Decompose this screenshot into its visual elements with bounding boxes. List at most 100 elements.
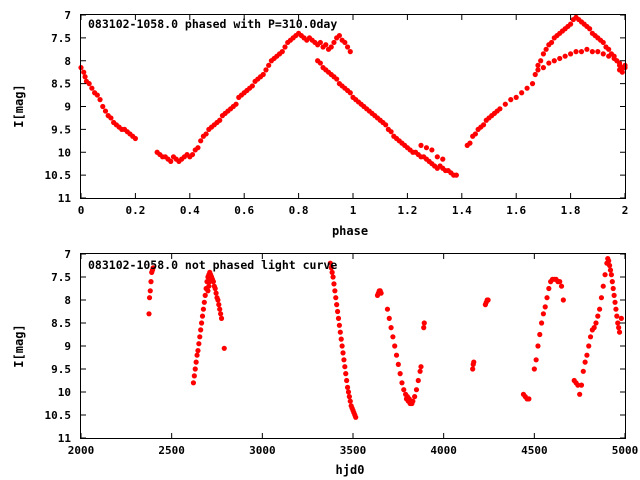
unphased-data-point <box>557 279 563 285</box>
phased-data-point <box>513 94 519 100</box>
unphased-data-point <box>399 380 405 386</box>
phased-data-point <box>568 21 574 27</box>
phased-y-tick-label: 7.5 <box>51 32 71 45</box>
unphased-data-point <box>386 315 392 321</box>
unphased-data-point <box>347 398 353 404</box>
phased-x-tick-label: 0 <box>78 204 85 217</box>
unphased-y-tick-label: 8 <box>64 294 71 307</box>
unphased-data-point <box>206 283 212 289</box>
unphased-data-point <box>401 387 407 393</box>
phased-data-point <box>383 122 389 128</box>
phased-data-point <box>97 97 103 103</box>
unphased-data-point <box>540 311 547 317</box>
phased-data-point <box>497 106 503 112</box>
unphased-data-point <box>197 334 203 340</box>
unphased-data-point <box>417 368 423 374</box>
phased-data-point <box>508 97 514 103</box>
unphased-data-point <box>148 279 154 285</box>
phased-y-tick-label: 10 <box>58 146 71 159</box>
unphased-y-tick-label: 8.5 <box>51 317 71 330</box>
phased-data-point <box>81 69 87 75</box>
unphased-data-point <box>338 336 344 342</box>
unphased-data-point <box>334 302 340 308</box>
phased-data-point <box>453 172 459 178</box>
unphased-data-point <box>615 320 621 326</box>
unphased-data-point <box>343 371 349 377</box>
phased-data-point <box>472 131 478 137</box>
phased-data-point <box>573 49 579 55</box>
unphased-data-point <box>193 359 199 365</box>
phased-data-point <box>282 44 288 50</box>
unphased-data-point <box>418 364 424 370</box>
unphased-data-point <box>616 329 623 335</box>
unphased-data-point <box>612 299 618 305</box>
unphased-data-point <box>578 382 585 388</box>
phased-data-point <box>323 42 329 48</box>
phased-data-point <box>587 26 593 32</box>
unphased-data-point <box>190 380 197 386</box>
phased-data-point <box>600 51 606 57</box>
phased-y-tick-label: 10.5 <box>45 169 72 182</box>
phased-data-point <box>616 67 623 73</box>
phased-data-point <box>519 90 525 96</box>
unphased-y-tick-label: 9.5 <box>51 363 71 376</box>
phased-data-point <box>82 74 88 80</box>
phased-data-point <box>217 117 223 123</box>
unphased-plot-frame <box>80 253 626 439</box>
unphased-data-point <box>146 295 153 301</box>
unphased-data-point <box>586 343 592 349</box>
phased-data-point <box>263 67 269 73</box>
phased-data-point <box>606 53 612 59</box>
unphased-data-point <box>600 283 606 289</box>
phased-x-tick-label: 1.2 <box>397 204 417 217</box>
phased-y-axis-label: I[mag] <box>12 84 26 127</box>
phased-data-point <box>600 39 606 46</box>
unphased-data-point <box>537 331 543 338</box>
phased-data-point <box>606 46 612 52</box>
unphased-data-point <box>577 391 583 397</box>
unphased-data-point <box>330 274 336 280</box>
unphased-data-point <box>595 313 601 319</box>
phased-x-tick-label: 0.4 <box>180 204 200 217</box>
phased-data-point <box>331 39 337 46</box>
unphased-data-point <box>210 279 216 285</box>
phased-data-point <box>132 135 138 142</box>
phased-data-point <box>423 145 430 151</box>
phased-data-point <box>189 151 196 158</box>
phased-data-point <box>100 103 106 110</box>
phased-data-point <box>342 39 348 46</box>
phased-data-point <box>480 122 487 128</box>
unphased-data-point <box>413 387 420 393</box>
unphased-data-point <box>339 343 345 349</box>
phased-data-point <box>524 85 530 91</box>
phased-y-tick-label: 9.5 <box>51 123 71 136</box>
phased-y-tick-label: 7 <box>64 9 71 22</box>
phased-data-point <box>535 62 541 68</box>
phased-data-point <box>388 129 394 135</box>
unphased-data-point <box>618 315 624 321</box>
phased-data-point <box>568 51 574 57</box>
unphased-data-point <box>538 320 545 326</box>
unphased-data-point <box>580 368 586 374</box>
unphased-data-point <box>205 288 211 294</box>
unphased-data-point <box>331 281 337 287</box>
unphased-data-point <box>598 295 605 301</box>
unphased-data-point <box>335 315 342 321</box>
unphased-x-tick-label: 3000 <box>249 444 276 457</box>
unphased-data-point <box>606 258 612 264</box>
phased-data-points <box>78 14 628 178</box>
unphased-y-tick-label: 7.5 <box>51 271 71 284</box>
unphased-x-tick-label: 2000 <box>68 444 95 457</box>
unphased-data-point <box>198 327 204 333</box>
unphased-data-point <box>610 285 616 292</box>
phased-data-point <box>578 49 585 55</box>
unphased-data-point <box>412 394 418 400</box>
unphased-data-point <box>544 295 550 301</box>
unphased-data-point <box>328 265 334 271</box>
unphased-y-tick-label: 7 <box>64 248 71 261</box>
unphased-data-point <box>584 352 590 358</box>
unphased-data-point <box>342 364 348 370</box>
unphased-data-point <box>609 279 615 285</box>
unphased-data-point <box>215 297 221 303</box>
unphased-data-point <box>602 272 608 278</box>
